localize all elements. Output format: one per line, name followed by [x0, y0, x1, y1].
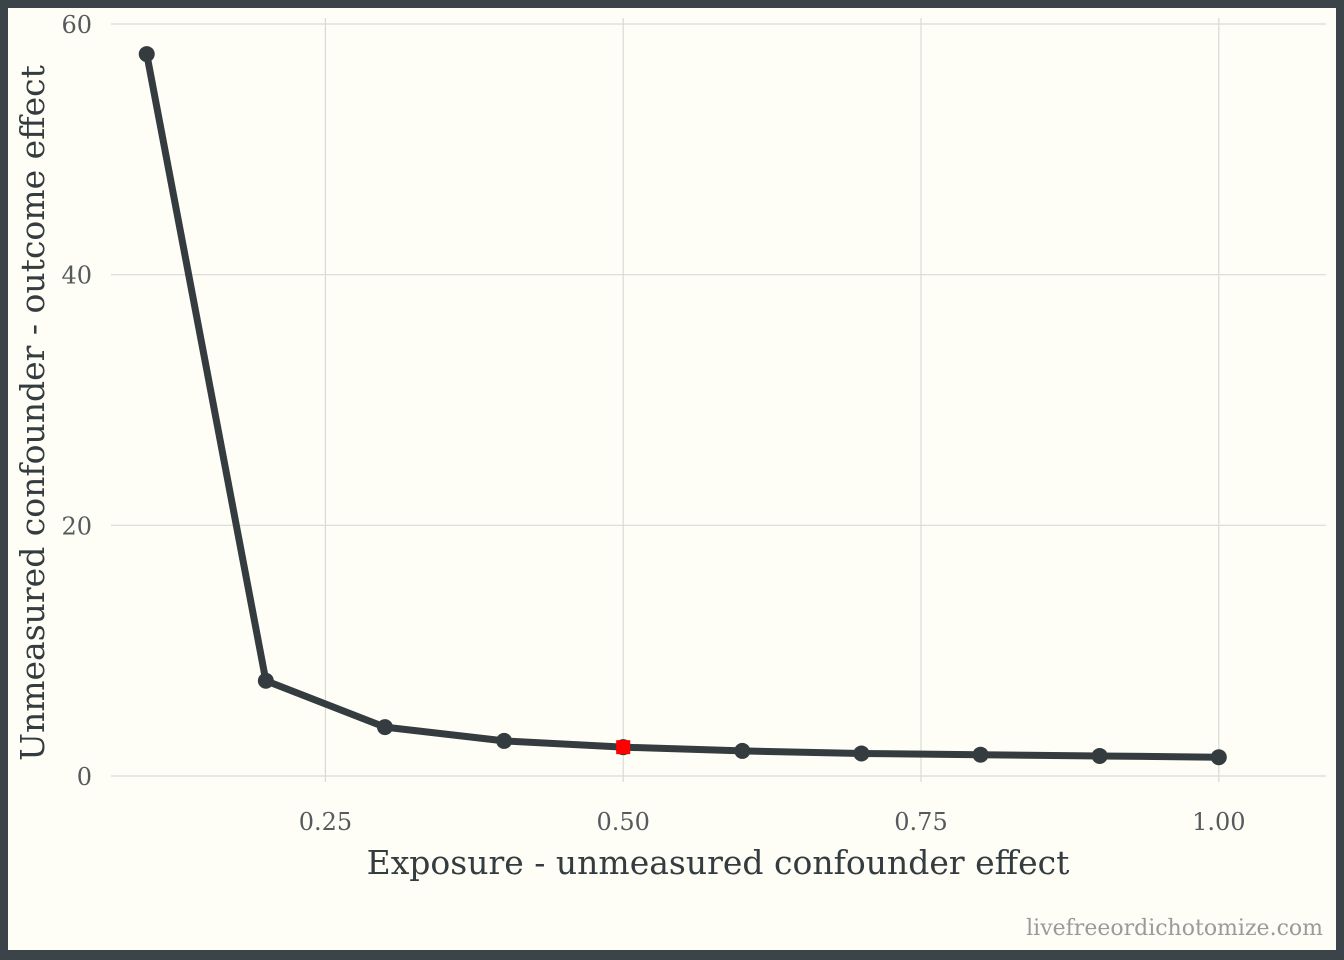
chart-panel: 0 20 40 60 0.25 0.50 0.75 1.00 Exposure - unme… [8, 8, 1336, 950]
line-chart: 0 20 40 60 0.25 0.50 0.75 1.00 Exposure - unme… [13, 11, 1326, 941]
x-tick-label: 0.50 [596, 808, 649, 836]
data-point [138, 46, 155, 63]
x-tick-label: 1.00 [1192, 808, 1245, 836]
x-tick-label: 0.25 [299, 808, 352, 836]
data-point [734, 742, 751, 759]
y-tick-label: 40 [61, 262, 92, 290]
y-tick-labels: 0 20 40 60 [61, 11, 92, 791]
data-point [257, 672, 274, 689]
series-line [143, 50, 1223, 761]
data-point [853, 745, 870, 762]
y-gridlines [111, 23, 1326, 777]
highlight-point [616, 740, 631, 755]
points-layer [138, 46, 1227, 766]
data-point [1210, 749, 1227, 766]
x-tick-label: 0.75 [894, 808, 947, 836]
data-point [972, 746, 989, 763]
data-point [376, 719, 393, 736]
x-gridlines [324, 18, 1220, 782]
x-axis-title: Exposure - unmeasured confounder effect [367, 843, 1070, 882]
data-point [496, 732, 513, 749]
data-point [1091, 747, 1108, 764]
y-tick-label: 60 [61, 11, 92, 39]
y-tick-label: 20 [61, 512, 92, 540]
series-layer [143, 50, 1223, 761]
caption-source: livefreeordichotomize.com [1026, 916, 1323, 941]
x-tick-labels: 0.25 0.50 0.75 1.00 [299, 808, 1246, 836]
highlight-layer [616, 740, 631, 755]
y-tick-label: 0 [77, 763, 92, 791]
y-axis-title: Unmeasured confounder - outcome effect [13, 65, 52, 761]
